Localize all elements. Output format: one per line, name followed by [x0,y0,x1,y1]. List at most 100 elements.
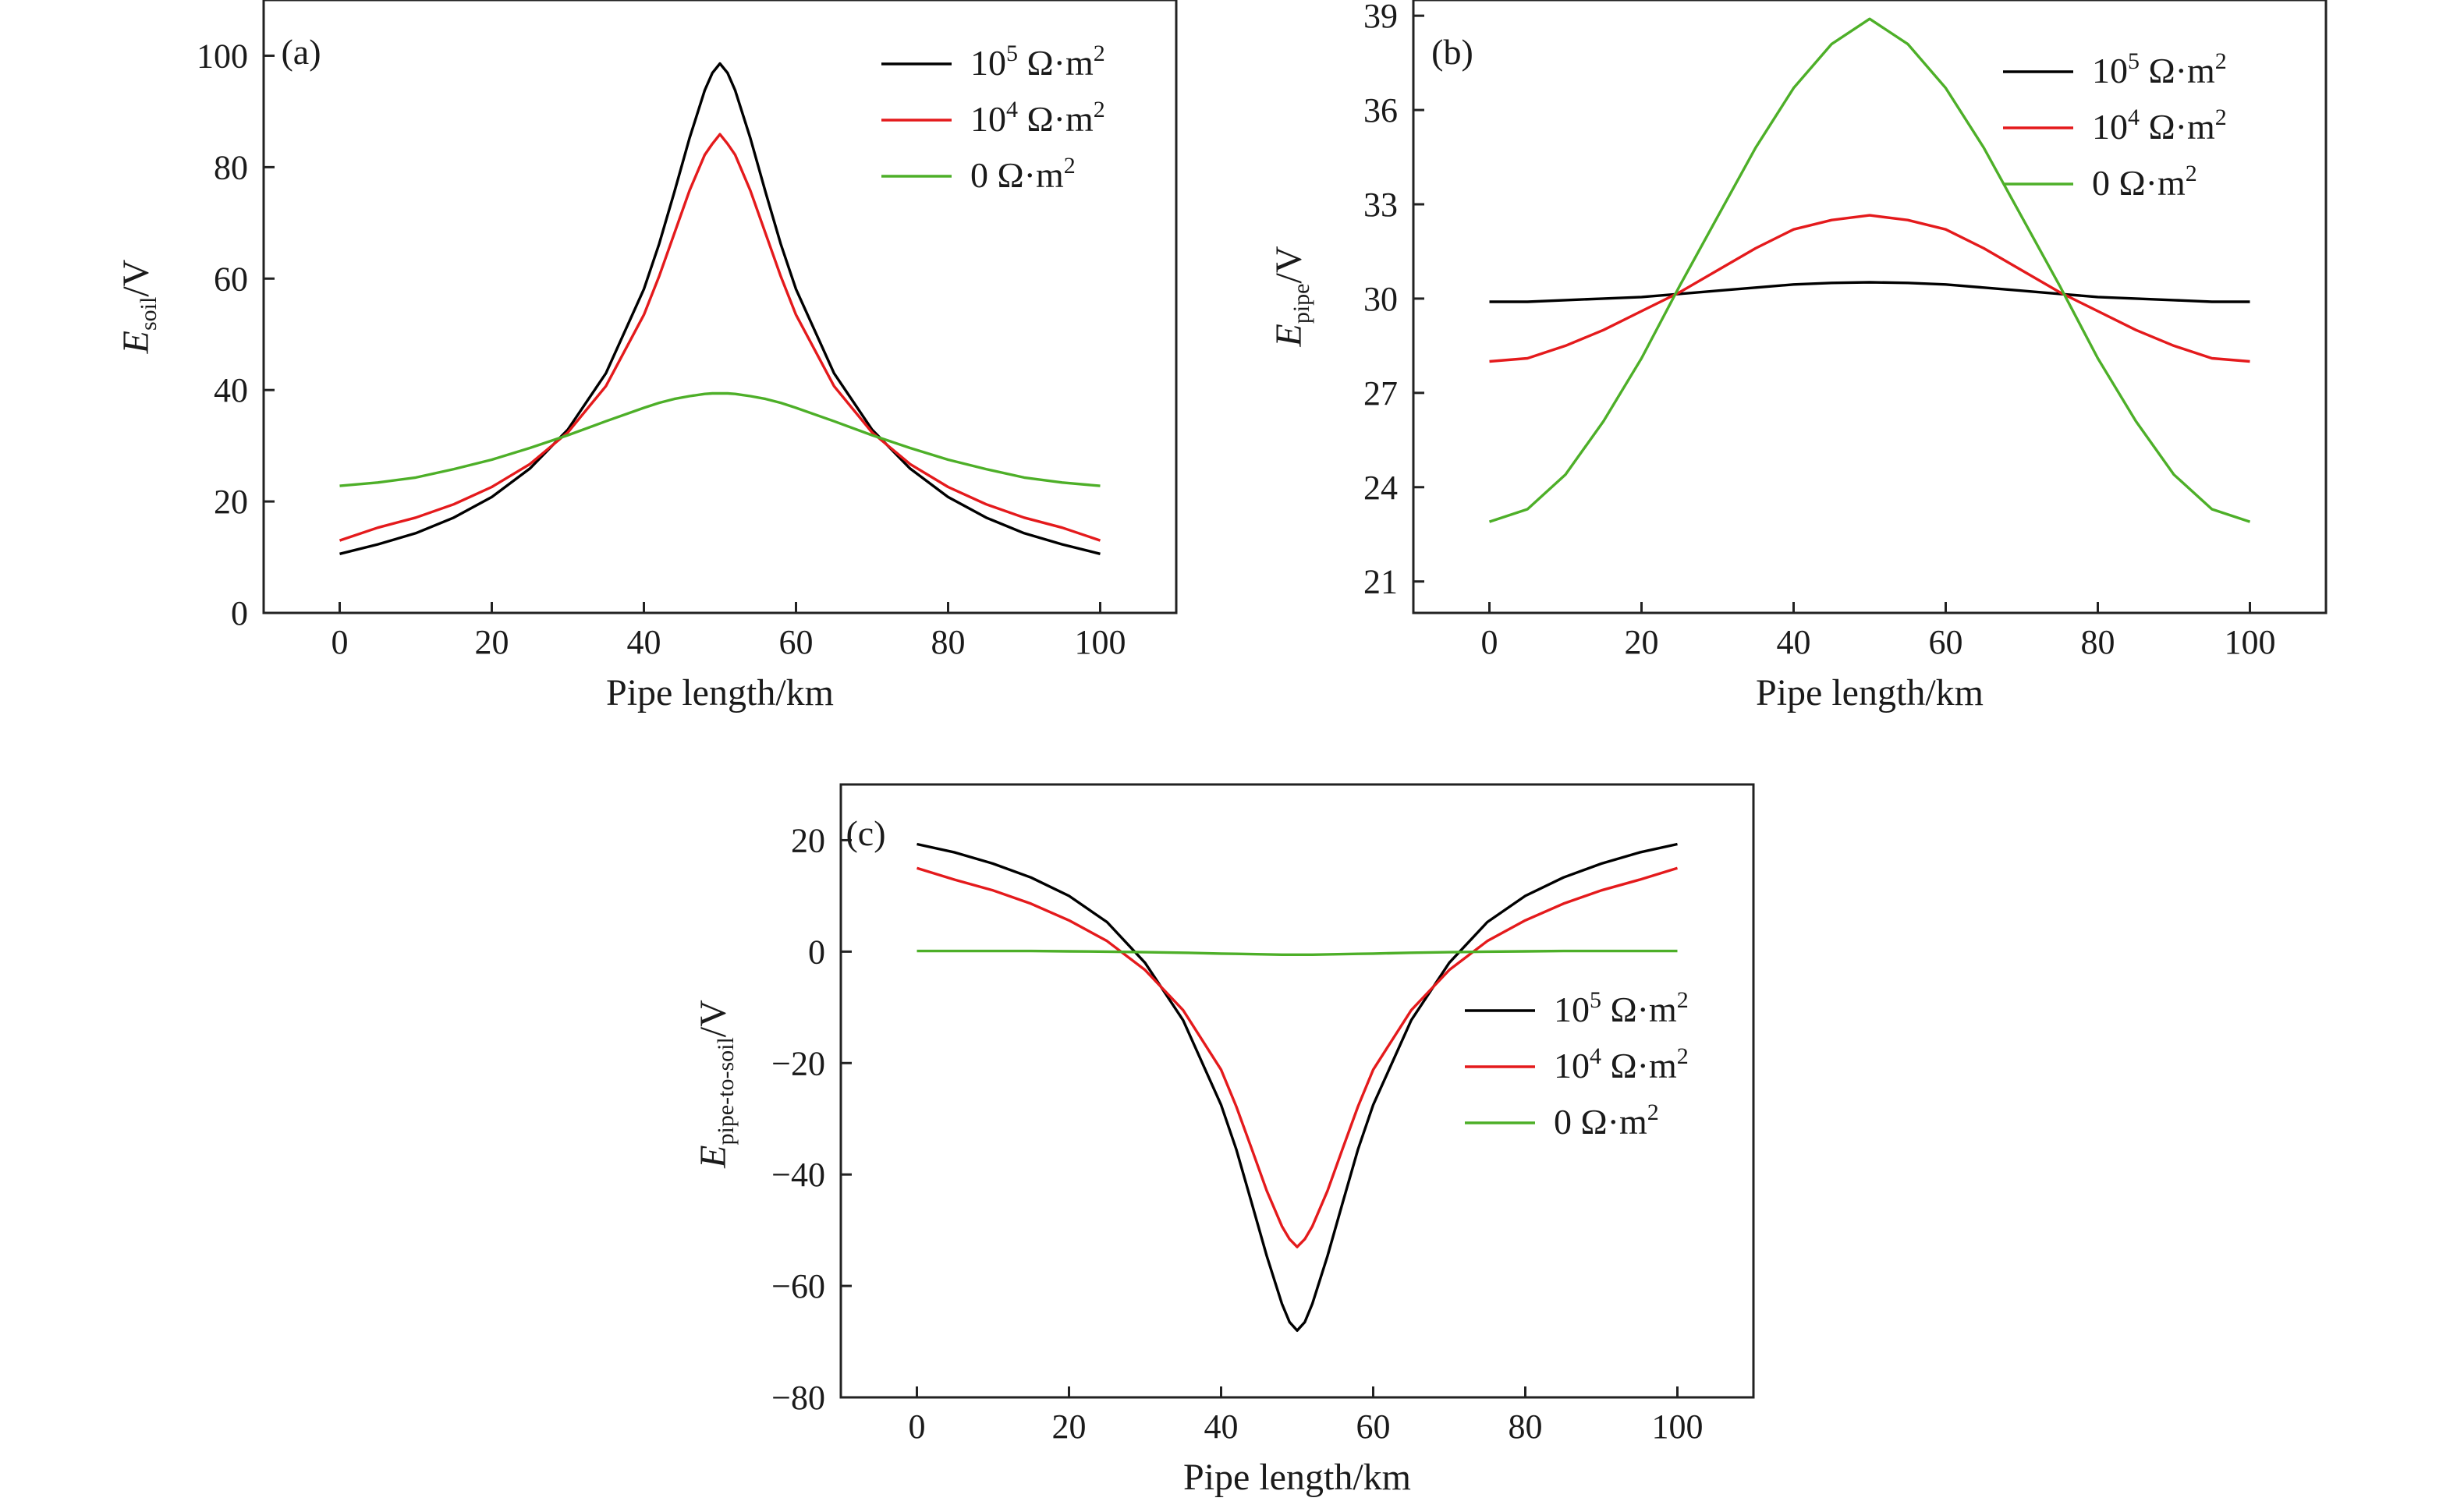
y-tick-label: 20 [791,821,825,859]
x-tick-label: 100 [2225,623,2276,661]
x-tick-label: 100 [1652,1408,1704,1446]
legend-label-0: 105 Ω·m2 [2092,48,2227,90]
x-tick-label: 60 [1929,623,1963,661]
x-tick-label: 100 [1075,623,1126,661]
legend-label-unit: Ω·m [1601,1046,1677,1085]
y-axis-label-symbol: E [693,1145,734,1168]
x-tick-label: 60 [779,623,814,661]
y-tick-label: 40 [214,371,248,409]
panel-tag: (c) [846,813,885,853]
y-axis-label-unit: /V [115,259,157,296]
x-tick-label: 0 [332,623,349,661]
y-tick-label: −40 [771,1156,825,1194]
y-tick-label: −60 [771,1267,825,1305]
legend-label-1: 104 Ω·m2 [2092,104,2227,147]
y-tick-label: 36 [1363,91,1398,129]
legend-label-unit-exponent: 2 [1064,153,1076,179]
y-axis-label-subscript: pipe-to-soil [713,1037,739,1145]
y-axis-label-subscript: soil [136,297,161,331]
legend-label-unit-exponent: 2 [1677,987,1689,1013]
legend-label-unit-exponent: 2 [1094,41,1105,66]
x-tick-label: 40 [1204,1408,1239,1446]
x-axis-label: Pipe length/km [606,672,834,714]
legend-label-2: 0 Ω·m2 [970,153,1076,195]
y-tick-label: 33 [1363,186,1398,224]
x-tick-label: 0 [909,1408,926,1446]
legend-label-1: 104 Ω·m2 [970,97,1105,139]
x-tick-label: 80 [2081,623,2115,661]
y-tick-label: 60 [214,260,248,298]
legend-label-unit-exponent: 2 [1677,1043,1689,1069]
legend-label-unit-exponent: 2 [1094,97,1105,122]
x-tick-label: 0 [1481,623,1498,661]
series-line-2 [339,391,1101,487]
y-tick-label: 27 [1363,374,1398,413]
panel-tag: (a) [281,32,321,72]
y-axis-label-symbol: E [1268,324,1310,347]
x-axis-label: Pipe length/km [1183,1457,1411,1498]
y-tick-label: 80 [214,148,248,186]
plot-frame [262,0,1178,614]
legend-label-exponent: 5 [1006,41,1018,66]
series-line-2 [1488,17,2251,523]
legend-label-2: 0 Ω·m2 [1554,1099,1659,1142]
legend-label-1: 104 Ω·m2 [1554,1043,1689,1085]
y-axis-label-unit: /V [693,1000,734,1037]
legend-label-exponent: 4 [1006,97,1018,122]
plot-frame [1412,0,2328,614]
legend-label-base: 10 [2092,51,2128,90]
y-axis-label: Esoil/V [115,259,161,354]
legend-label-unit: Ω·m [988,155,1064,195]
series-line-0 [916,842,1678,1333]
plot-frame [839,783,1755,1399]
legend-label-base: 10 [970,43,1006,83]
x-tick-label: 20 [1625,623,1659,661]
y-tick-label: 21 [1363,563,1398,601]
x-axis-label: Pipe length/km [1756,672,1984,714]
x-tick-label: 20 [1052,1408,1087,1446]
series-line-0 [1489,281,2250,303]
legend-label-base: 0 [1554,1102,1572,1142]
y-tick-label: 0 [808,933,825,971]
legend-label-unit: Ω·m [1018,43,1094,83]
x-tick-label: 20 [475,623,509,661]
x-tick-label: 40 [1777,623,1811,661]
legend-label-base: 10 [1554,1046,1590,1085]
y-axis-label: Epipe-to-soil/V [693,1000,739,1169]
legend-label-unit: Ω·m [1572,1102,1647,1142]
legend-label-unit: Ω·m [2140,51,2215,90]
legend-label-unit: Ω·m [2140,107,2215,147]
series-line-1 [916,866,1679,1248]
legend-label-base: 10 [2092,107,2128,147]
series-line-1 [339,133,1101,542]
legend-label-base: 0 [970,155,988,195]
legend-label-unit: Ω·m [1601,990,1677,1029]
y-tick-label: 39 [1363,0,1398,35]
legend-label-unit: Ω·m [1018,99,1094,139]
legend-label-2: 0 Ω·m2 [2092,161,2197,203]
y-axis-label-subscript: pipe [1289,284,1314,324]
y-axis-label-unit: /V [1268,246,1310,283]
series-line-0 [339,62,1101,555]
legend-label-exponent: 4 [2128,104,2140,130]
y-tick-label: 0 [231,594,248,632]
y-tick-label: 100 [197,37,248,75]
y-tick-label: 30 [1363,280,1398,318]
legend-label-exponent: 4 [1590,1043,1601,1069]
legend-label-unit: Ω·m [2110,163,2186,203]
legend-label-base: 10 [970,99,1006,139]
legend-label-base: 0 [2092,163,2110,203]
series-line-2 [916,949,1678,957]
legend-label-exponent: 5 [1590,987,1601,1013]
legend-label-exponent: 5 [2128,48,2140,74]
legend-label-unit-exponent: 2 [2215,48,2227,74]
legend-label-unit-exponent: 2 [1647,1099,1659,1125]
legend-label-unit-exponent: 2 [2215,104,2227,130]
x-tick-label: 80 [1509,1408,1543,1446]
